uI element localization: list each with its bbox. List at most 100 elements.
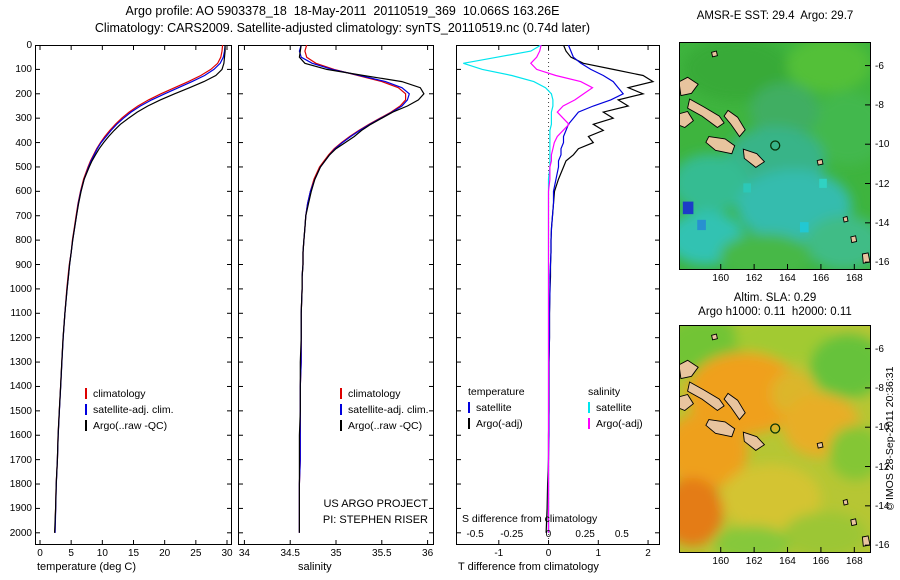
depth-tick: 400	[15, 137, 32, 149]
sla-map-field	[679, 325, 871, 553]
island-torres	[842, 215, 849, 223]
sst-map-lat-tick: -12	[875, 178, 890, 190]
salinity-chart-x-tick: 35	[330, 548, 342, 559]
s-diff-tick: 0.25	[575, 529, 595, 540]
island-banks	[850, 235, 858, 244]
t-difference-axis-label: T difference from climatology	[458, 561, 599, 573]
legend-label: satellite	[476, 402, 512, 414]
series-salinity-satellite	[463, 45, 554, 533]
legend-line-sample	[588, 402, 590, 413]
salinity-profile-panel	[238, 45, 434, 545]
sla-map-title-line2: Argo h1000: 0.11 h2000: 0.11	[698, 306, 852, 318]
depth-tick: 700	[15, 210, 32, 222]
legend-diff-temperature-0: satellite	[468, 402, 512, 414]
island-new-georgia	[679, 110, 694, 129]
depth-tick: 100	[15, 64, 32, 76]
temperature-chart-x-tick: 0	[37, 548, 43, 559]
depth-tick: 0	[26, 40, 32, 51]
series-temperature-Argo(-adj)	[545, 45, 655, 533]
legend-diff-salinity-1: Argo(-adj)	[588, 418, 643, 430]
sst-map-lon-tick: 168	[845, 273, 863, 284]
island-banks	[850, 518, 858, 527]
depth-tick: 1300	[9, 357, 32, 369]
legend-line-sample	[468, 402, 470, 413]
island-guadalcanal	[705, 419, 736, 438]
temperature-chart	[35, 45, 232, 545]
salinity-chart-x-tick: 35.5	[372, 548, 392, 559]
plot-frame	[238, 45, 434, 545]
legend-sal-1: satellite-adj. clim.	[340, 404, 429, 416]
series-satellite-adj. clim.	[54, 45, 226, 533]
map-frame	[679, 42, 871, 270]
series-satellite-adj. clim.	[298, 45, 410, 533]
sst-map-field	[679, 42, 871, 270]
sla-map-lon-tick: 162	[745, 556, 763, 567]
depth-tick: 2000	[9, 527, 32, 539]
depth-tick: 200	[15, 88, 32, 100]
sla-map-lon-tick: 160	[712, 556, 730, 567]
sst-map-lon-tick: 162	[745, 273, 763, 284]
depth-tick: 1500	[9, 405, 32, 417]
legend-label: satellite	[596, 402, 632, 414]
s-diff-tick: 0	[545, 529, 552, 540]
sst-map-lat-tick: -8	[875, 99, 884, 111]
island-malaita	[723, 109, 746, 138]
salinity-chart	[238, 45, 434, 545]
legend-diff-temperature-1: Argo(-adj)	[468, 418, 523, 430]
series-salinity-Argo(-adj)	[529, 45, 594, 533]
legend-label: Argo(-adj)	[476, 418, 523, 430]
island-torres	[842, 498, 849, 506]
sst-map-panel	[679, 42, 871, 270]
legend-header-temperature: temperature	[468, 386, 525, 398]
sst-map-lon-tick: 164	[779, 273, 796, 284]
us-argo-project-text: US ARGO PROJECT	[323, 498, 428, 510]
plot-frame	[456, 45, 660, 545]
island-ontong-java	[711, 50, 718, 58]
island-new-georgia	[679, 393, 694, 412]
sla-map-lat-tick: -10	[875, 422, 890, 434]
island-santa-cruz	[816, 441, 824, 449]
island-makira	[742, 431, 766, 451]
copyright-watermark: ©IMOS 28-Sep-2011 20:36:31	[884, 366, 896, 512]
salinity-chart-x-tick: 36	[422, 548, 434, 559]
sst-map-lat-tick: -16	[875, 257, 890, 269]
sla-map-panel	[679, 325, 871, 553]
sla-map-lat-tick: -8	[875, 382, 884, 394]
island-malaita	[723, 392, 746, 421]
salinity-axis-label: salinity	[298, 561, 332, 573]
island-guadalcanal	[705, 136, 736, 155]
difference-chart	[456, 45, 660, 545]
island-santa-cruz	[816, 158, 824, 166]
argo-float-marker	[770, 423, 781, 434]
legend-line-sample	[588, 418, 590, 429]
argo-float-marker	[770, 140, 781, 151]
sst-map-title: AMSR-E SST: 29.4 Argo: 29.7	[696, 10, 854, 22]
sla-map-lat-tick: -6	[875, 343, 884, 355]
sst-map-lat-tick: -14	[875, 217, 890, 229]
series-climatology	[54, 45, 224, 533]
legend-temp-0: climatology	[85, 388, 146, 400]
sla-map	[679, 325, 871, 553]
pi-stephen-riser-text: PI: STEPHEN RISER	[322, 514, 428, 526]
legend-label: Argo(..raw -QC)	[348, 420, 423, 432]
depth-tick: 1600	[9, 430, 32, 442]
legend-header-salinity: salinity	[588, 386, 621, 398]
legend-label: satellite-adj. clim.	[348, 404, 429, 416]
temperature-chart-x-tick: 25	[190, 548, 202, 559]
sla-map-lat-tick: -12	[875, 461, 890, 473]
temperature-chart-x-tick: 10	[96, 548, 108, 559]
sla-map-lon-tick: 166	[812, 556, 830, 567]
depth-tick: 1100	[10, 308, 32, 320]
sst-map-lon-tick: 160	[712, 273, 730, 284]
t-diff-tick: 1	[595, 548, 602, 559]
series-climatology	[298, 45, 407, 533]
legend-temp-2: Argo(..raw -QC)	[85, 420, 167, 432]
island-makira	[742, 148, 766, 168]
s-diff-tick: -0.25	[500, 529, 524, 540]
series-Argo(..raw -QC)	[298, 45, 425, 533]
series-Argo(..raw -QC)	[54, 45, 226, 533]
difference-profile-panel	[456, 45, 660, 545]
temperature-axis-label: temperature (deg C)	[37, 561, 137, 573]
depth-tick: 600	[15, 186, 32, 198]
